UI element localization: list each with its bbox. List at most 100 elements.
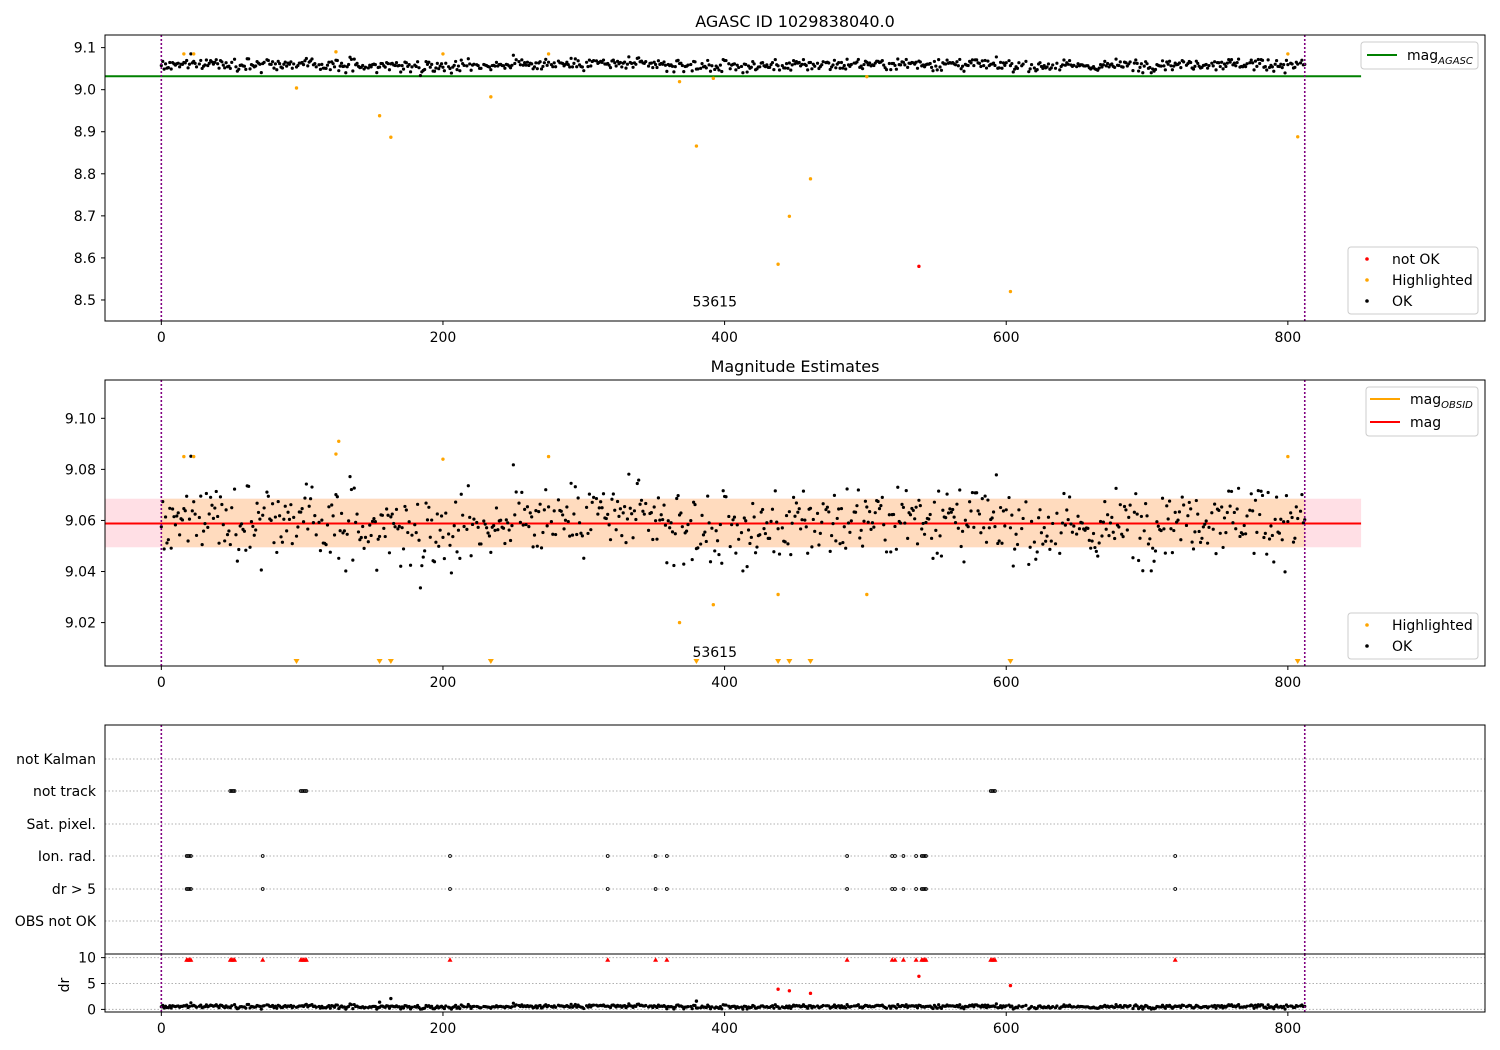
ok-point (331, 514, 335, 518)
flag-point (893, 854, 897, 858)
ok-point (868, 61, 872, 65)
ok-point (1097, 66, 1101, 70)
ok-point (425, 518, 430, 522)
ok-point (984, 1006, 989, 1010)
ok-point (813, 529, 817, 533)
ok-point (273, 515, 277, 519)
ok-point (1072, 63, 1076, 67)
ok-point (1075, 65, 1079, 69)
ok-point (176, 61, 180, 65)
ok-point (1113, 536, 1117, 541)
ok-point (552, 509, 556, 513)
ok-point (693, 1003, 697, 1008)
ok-point (569, 481, 573, 485)
ok-point (832, 493, 837, 497)
ok-point (915, 542, 920, 546)
ok-point (327, 505, 331, 509)
ok-point (848, 530, 852, 534)
ok-point (370, 519, 375, 523)
ok-point (786, 542, 790, 546)
ok-point (347, 1004, 351, 1009)
ok-point (820, 520, 824, 524)
highlight-point (337, 439, 341, 443)
ok-point (1291, 540, 1296, 544)
ok-point (894, 1006, 898, 1010)
ok-point (535, 67, 539, 71)
y-tick-label: 8.7 (74, 209, 96, 225)
ok-point (935, 1006, 939, 1010)
ok-point (1041, 542, 1045, 546)
ok-point (525, 505, 530, 509)
ok-point (1055, 511, 1059, 515)
ok-point (914, 60, 918, 64)
ok-point (494, 60, 499, 64)
ok-point (1131, 556, 1135, 560)
ok-point (390, 512, 394, 516)
ok-point (1114, 57, 1118, 61)
ok-point (1191, 547, 1196, 551)
ok-point (1214, 552, 1218, 556)
highlight-point (787, 989, 792, 993)
ok-point (600, 60, 604, 64)
ok-point (1270, 65, 1274, 69)
ok-point (975, 491, 979, 495)
legend-label-main: mag (1410, 392, 1441, 408)
ok-point (956, 64, 960, 68)
ok-point (270, 502, 275, 506)
ok-point (214, 58, 218, 62)
ok-point (185, 58, 189, 63)
ok-point (1089, 546, 1093, 550)
ok-point (690, 69, 694, 73)
ok-point (844, 546, 848, 550)
ok-point (290, 66, 294, 70)
ok-point (704, 539, 708, 544)
ok-point (1058, 68, 1062, 72)
ok-point (204, 58, 208, 62)
legend-label: Highlighted (1392, 618, 1473, 634)
ok-point (1252, 551, 1256, 555)
ok-point (777, 552, 782, 556)
ok-point (285, 529, 289, 533)
ok-point (1083, 528, 1087, 532)
ok-point (744, 519, 748, 523)
ok-point (423, 67, 427, 72)
ok-point (1258, 512, 1262, 517)
ok-point (203, 522, 207, 526)
ok-point (568, 1005, 572, 1009)
ok-point (366, 540, 370, 544)
legend-points: Highlighted OK (1347, 612, 1479, 660)
ok-point (707, 63, 711, 67)
flag-row-label: OBS not OK (15, 914, 97, 930)
ok-point (1236, 1003, 1241, 1007)
ok-point (518, 63, 523, 67)
ok-point (189, 454, 193, 458)
ok-point (752, 62, 756, 66)
ok-point (838, 66, 842, 70)
ok-point (584, 60, 589, 64)
ok-point (634, 517, 638, 522)
ok-point (247, 1002, 251, 1007)
ok-point (230, 506, 234, 510)
ok-point (479, 542, 483, 546)
ok-point (827, 510, 831, 514)
ok-point (604, 516, 608, 521)
ok-point (437, 544, 441, 548)
ok-point (476, 63, 480, 68)
ok-point (1027, 562, 1031, 567)
ok-point (523, 507, 527, 511)
ok-point (865, 505, 869, 509)
ok-point (728, 67, 732, 71)
ok-point (623, 60, 627, 64)
ok-point (1244, 65, 1248, 69)
ok-point (531, 545, 535, 549)
ok-point (900, 502, 904, 506)
ok-point (382, 526, 386, 530)
ok-point (337, 556, 341, 560)
ok-point (235, 559, 239, 563)
ok-point (682, 562, 686, 566)
ok-point (259, 1007, 263, 1011)
ok-point (994, 473, 998, 477)
ok-point (496, 528, 500, 532)
ok-point (944, 62, 948, 66)
ok-point (600, 506, 604, 510)
